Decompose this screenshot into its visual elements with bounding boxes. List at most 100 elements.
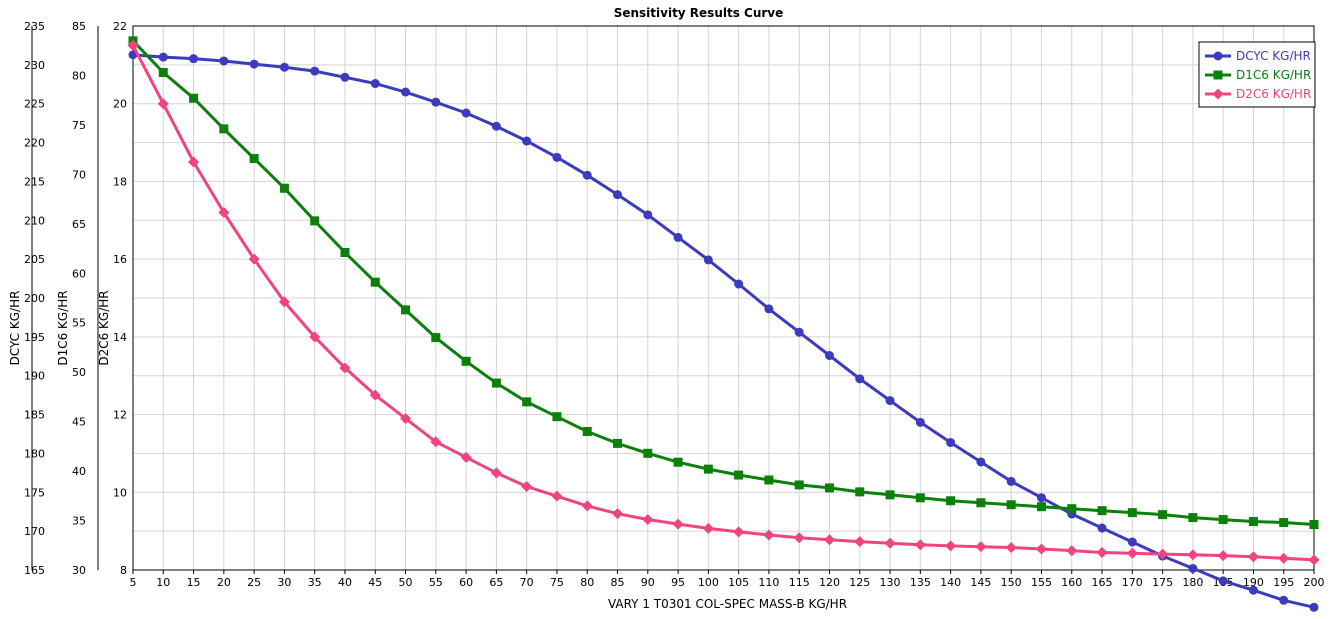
x-tick-label: 5 bbox=[130, 576, 137, 589]
y-tick-label: 16 bbox=[113, 253, 127, 266]
data-point bbox=[279, 183, 289, 193]
y-tick-label: 195 bbox=[24, 331, 45, 344]
data-point bbox=[824, 483, 834, 493]
y-tick-label: 215 bbox=[24, 175, 45, 188]
x-tick-label: 160 bbox=[1061, 576, 1082, 589]
x-tick-label: 175 bbox=[1152, 576, 1173, 589]
x-tick-label: 90 bbox=[641, 576, 655, 589]
data-point bbox=[1188, 513, 1198, 523]
data-point bbox=[249, 154, 259, 164]
series-d1c6 bbox=[128, 36, 1319, 530]
data-point bbox=[218, 207, 230, 219]
data-point bbox=[189, 93, 199, 103]
data-point bbox=[1006, 500, 1016, 510]
y-tick-label: 185 bbox=[24, 409, 45, 422]
data-point bbox=[703, 255, 713, 265]
y-tick-label: 45 bbox=[72, 416, 86, 429]
x-tick-label: 40 bbox=[338, 576, 352, 589]
data-point bbox=[552, 152, 562, 162]
data-point bbox=[885, 490, 895, 500]
y-tick-label: 60 bbox=[72, 267, 86, 280]
data-point bbox=[612, 508, 624, 520]
series-line bbox=[132, 53, 1315, 609]
x-tick-label: 115 bbox=[789, 576, 810, 589]
data-point bbox=[552, 412, 562, 422]
data-point bbox=[551, 490, 563, 502]
data-point bbox=[522, 136, 532, 146]
data-point bbox=[976, 457, 986, 467]
data-point bbox=[946, 496, 956, 506]
x-tick-label: 155 bbox=[1031, 576, 1052, 589]
y-tick-label: 50 bbox=[72, 366, 86, 379]
legend-entry: D1C6 KG/HR bbox=[1205, 68, 1311, 82]
data-point bbox=[1188, 563, 1198, 573]
x-tick-label: 75 bbox=[550, 576, 564, 589]
data-point bbox=[340, 72, 350, 82]
data-point bbox=[309, 331, 321, 343]
x-axis-title: VARY 1 T0301 COL-SPEC MASS-B KG/HR bbox=[608, 597, 847, 611]
axes: 5 10 15 20 25 30 35 40 45 50 55 60 65 70 75 80 85 90 95 100… bbox=[8, 20, 1325, 589]
data-point bbox=[1247, 551, 1259, 563]
data-point bbox=[763, 529, 775, 541]
series-layer bbox=[127, 36, 1320, 612]
data-point bbox=[1157, 548, 1169, 560]
data-point bbox=[915, 493, 925, 503]
x-tick-label: 100 bbox=[698, 576, 719, 589]
x-tick-label: 130 bbox=[880, 576, 901, 589]
x-tick-label: 70 bbox=[520, 576, 534, 589]
data-point bbox=[158, 67, 168, 77]
legend-entry: D2C6 KG/HR bbox=[1205, 87, 1311, 101]
data-point bbox=[310, 216, 320, 226]
data-point bbox=[1067, 504, 1077, 514]
data-point bbox=[1187, 549, 1199, 561]
x-tick-label: 80 bbox=[580, 576, 594, 589]
data-point bbox=[823, 534, 835, 546]
x-tick-label: 200 bbox=[1304, 576, 1325, 589]
data-point bbox=[219, 56, 229, 66]
data-point bbox=[400, 412, 412, 424]
y-tick-label: 165 bbox=[24, 564, 45, 577]
data-point bbox=[643, 448, 653, 458]
data-point bbox=[219, 124, 229, 134]
legend-label: D2C6 KG/HR bbox=[1236, 87, 1311, 101]
y-tick-label: 18 bbox=[113, 175, 127, 188]
x-tick-label: 150 bbox=[1001, 576, 1022, 589]
data-point bbox=[703, 464, 713, 474]
series-d2c6 bbox=[127, 39, 1320, 566]
y-tick-label: 220 bbox=[24, 137, 45, 150]
data-point bbox=[1097, 506, 1107, 516]
y-tick-label: 210 bbox=[24, 214, 45, 227]
legend-marker bbox=[1213, 70, 1223, 80]
x-tick-label: 110 bbox=[758, 576, 779, 589]
y-tick-label: 175 bbox=[24, 486, 45, 499]
data-point bbox=[491, 378, 501, 388]
x-tick-label: 65 bbox=[489, 576, 503, 589]
data-point bbox=[1035, 543, 1047, 555]
x-tick-label: 35 bbox=[308, 576, 322, 589]
data-point bbox=[370, 277, 380, 287]
data-point bbox=[1309, 520, 1319, 530]
data-point bbox=[1248, 517, 1258, 527]
y-tick-label: 40 bbox=[72, 465, 86, 478]
legend-label: DCYC KG/HR bbox=[1236, 49, 1311, 63]
data-point bbox=[1309, 602, 1319, 612]
y-tick-label: 8 bbox=[120, 564, 127, 577]
y-axis-title: D2C6 KG/HR bbox=[97, 290, 111, 365]
data-point bbox=[702, 522, 714, 534]
data-point bbox=[764, 475, 774, 485]
data-point bbox=[1127, 537, 1137, 547]
x-tick-label: 170 bbox=[1122, 576, 1143, 589]
data-point bbox=[885, 396, 895, 406]
data-point bbox=[339, 362, 351, 374]
data-point bbox=[1218, 515, 1228, 525]
y-tick-label: 170 bbox=[24, 525, 45, 538]
data-point bbox=[946, 438, 956, 448]
data-point bbox=[1066, 545, 1078, 557]
y-tick-label: 12 bbox=[113, 409, 127, 422]
x-tick-label: 195 bbox=[1273, 576, 1294, 589]
data-point bbox=[733, 526, 745, 538]
data-point bbox=[157, 98, 169, 110]
data-point bbox=[672, 518, 684, 530]
y-tick-label: 190 bbox=[24, 370, 45, 383]
